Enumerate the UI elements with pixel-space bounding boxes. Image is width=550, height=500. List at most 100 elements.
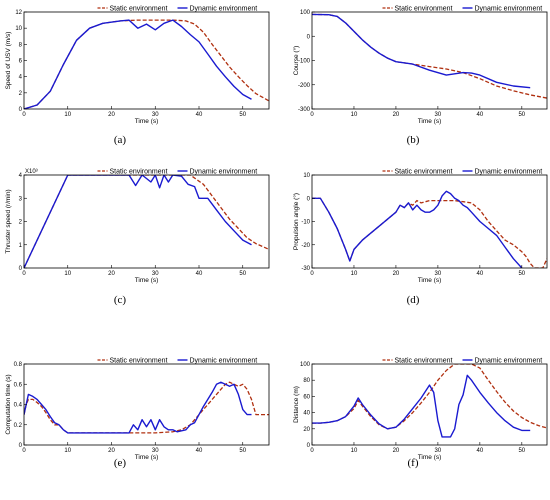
legend-dynamic-label: Dynamic environment	[475, 6, 543, 13]
y-tick-label: 0.6	[14, 382, 23, 388]
y-tick-label: 0.8	[14, 362, 23, 368]
x-tick-label: 0	[310, 448, 314, 454]
series-dynamic-line	[312, 374, 531, 438]
x-tick-label: 50	[239, 448, 246, 454]
legend-static-label: Static environment	[395, 358, 453, 365]
plot-frame	[23, 11, 270, 110]
panel-caption: (f)	[408, 457, 419, 469]
chart-panel-2: 0 10 20 30 40 50 0 1 2 3 4 Time (s) Thruster speed (…	[5, 169, 270, 306]
x-tick-label: 30	[435, 112, 442, 118]
x-axis-label: Time (s)	[135, 454, 159, 461]
x-tick-label: 40	[196, 271, 203, 277]
x-tick-label: 40	[477, 448, 484, 454]
legend-dynamic-label: Dynamic environment	[475, 358, 543, 365]
series-dynamic-line	[24, 19, 252, 109]
legend-dynamic-label: Dynamic environment	[190, 169, 258, 176]
legend-static-label: Static environment	[110, 169, 168, 176]
series-static-line	[312, 364, 547, 430]
series-dynamic-line	[312, 13, 531, 89]
series-dynamic-line	[24, 381, 252, 434]
y-tick-label: 0	[307, 443, 311, 449]
chart-panel-0: 0 10 20 30 40 50 0 2 4 6 8 10 12 Time (s) Speed of USV…	[5, 6, 270, 146]
y-tick-label: 80	[303, 378, 310, 384]
y-tick-label: 0.2	[14, 423, 23, 429]
y-tick-label: 100	[300, 10, 311, 16]
plot-frame	[311, 11, 548, 110]
y-tick-label: 3	[19, 196, 23, 202]
y-tick-label: 12	[15, 10, 22, 16]
y-tick-label: 8	[19, 42, 23, 48]
y-tick-label: 2	[19, 220, 23, 226]
legend-dynamic-label: Dynamic environment	[190, 6, 258, 13]
chart-panel-3: 0 10 20 30 40 50 -30 -20 -10 0 10 Time (s) Propulsio…	[292, 169, 548, 306]
y-tick-label: 0	[19, 266, 23, 272]
x-tick-label: 10	[64, 271, 71, 277]
panel-caption: (c)	[114, 294, 127, 306]
x-tick-label: 20	[393, 448, 400, 454]
series-dynamic-line	[24, 175, 252, 268]
x-tick-label: 0	[22, 271, 26, 277]
x-tick-label: 10	[64, 448, 71, 454]
y-tick-label: 4	[19, 75, 23, 81]
plot-frame	[23, 363, 270, 446]
chart-panel-5: 0 10 20 30 40 50 0 20 40 60 80 100 Time (s) Distance …	[293, 358, 548, 469]
x-tick-label: 20	[108, 448, 115, 454]
y-tick-label: -10	[301, 220, 310, 226]
x-tick-label: 30	[152, 112, 159, 118]
x-tick-label: 30	[152, 271, 159, 277]
series-static-line	[312, 13, 547, 99]
x-axis-label: Time (s)	[135, 118, 159, 125]
y-tick-label: 10	[303, 173, 310, 179]
y-tick-label: 0.4	[14, 403, 23, 409]
chart-panel-4: 0 10 20 30 40 50 0 0.2 0.4 0.6 0.8 Time (s) Computat…	[5, 358, 270, 469]
x-tick-label: 0	[22, 448, 26, 454]
x-tick-label: 40	[196, 112, 203, 118]
x-tick-label: 10	[64, 112, 71, 118]
y-tick-label: 6	[19, 59, 23, 65]
y-tick-label: 0	[307, 196, 311, 202]
x-tick-label: 40	[196, 448, 203, 454]
x-tick-label: 40	[477, 112, 484, 118]
x-tick-label: 20	[393, 112, 400, 118]
x-axis-label: Time (s)	[418, 454, 442, 461]
y-tick-label: -100	[298, 59, 311, 65]
x-tick-label: 50	[518, 271, 525, 277]
panel-caption: (a)	[114, 134, 127, 146]
y-tick-label: 0	[307, 34, 311, 40]
x-tick-label: 40	[477, 271, 484, 277]
x-tick-label: 20	[108, 271, 115, 277]
y-axis-label: Speed of USV (m/s)	[5, 32, 12, 90]
x-tick-label: 50	[239, 271, 246, 277]
x-tick-label: 50	[518, 448, 525, 454]
x-tick-label: 30	[152, 448, 159, 454]
series-static-line	[24, 175, 269, 268]
x-tick-label: 20	[108, 112, 115, 118]
x-axis-label: Time (s)	[418, 277, 442, 284]
x-axis-label: Time (s)	[418, 118, 442, 125]
y-tick-label: 4	[19, 173, 23, 179]
y-exponent-label: X10³	[25, 169, 38, 175]
y-tick-label: 10	[15, 26, 22, 32]
x-tick-label: 30	[435, 448, 442, 454]
y-tick-label: -30	[301, 266, 310, 272]
legend-dynamic-label: Dynamic environment	[475, 169, 543, 176]
y-tick-label: 1	[19, 243, 23, 249]
x-tick-label: 50	[518, 112, 525, 118]
y-tick-label: -200	[298, 83, 311, 89]
legend-static-label: Static environment	[110, 358, 168, 365]
series-static-line	[24, 19, 269, 109]
series-dynamic-line	[312, 190, 523, 268]
x-tick-label: 30	[435, 271, 442, 277]
panel-caption: (b)	[407, 134, 420, 146]
y-tick-label: 2	[19, 91, 23, 97]
y-tick-label: 60	[303, 394, 310, 400]
y-axis-label: Propulsion angle (°)	[292, 193, 300, 250]
y-axis-label: Computation time (s)	[5, 374, 12, 434]
x-tick-label: 0	[310, 112, 314, 118]
legend-static-label: Static environment	[395, 169, 453, 176]
panel-caption: (e)	[114, 457, 127, 469]
x-tick-label: 50	[239, 112, 246, 118]
y-tick-label: 0	[19, 107, 23, 113]
x-tick-label: 10	[351, 448, 358, 454]
